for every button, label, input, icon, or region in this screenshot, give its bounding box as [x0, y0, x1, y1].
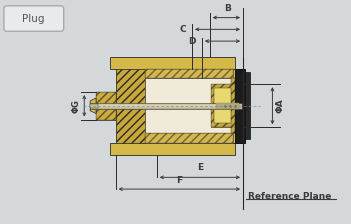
Bar — [90, 103, 242, 109]
Bar — [235, 69, 245, 143]
Bar — [145, 133, 233, 143]
Bar — [92, 104, 237, 108]
Polygon shape — [90, 98, 96, 114]
Text: Reference Plane: Reference Plane — [248, 192, 331, 201]
Text: ΦG: ΦG — [72, 99, 81, 113]
Bar — [110, 57, 235, 69]
Bar — [211, 84, 235, 127]
Text: Plug: Plug — [22, 14, 45, 24]
Text: D: D — [188, 37, 196, 46]
Bar — [231, 96, 243, 116]
Bar — [216, 103, 239, 109]
Bar — [245, 73, 250, 139]
Bar — [145, 69, 233, 78]
Bar — [90, 104, 98, 108]
Text: C: C — [180, 25, 186, 34]
Text: ΦA: ΦA — [276, 98, 284, 113]
Bar — [115, 69, 145, 143]
Text: E: E — [197, 164, 203, 172]
Bar — [145, 69, 233, 78]
Bar — [211, 84, 235, 127]
Bar — [96, 92, 115, 120]
Bar — [214, 88, 231, 123]
Text: B: B — [224, 4, 231, 13]
Bar — [145, 78, 235, 133]
Bar — [145, 133, 233, 143]
Text: F: F — [176, 176, 183, 185]
Bar — [110, 143, 235, 155]
Bar — [96, 92, 115, 120]
Bar — [231, 78, 235, 133]
FancyBboxPatch shape — [4, 6, 64, 31]
Bar — [115, 69, 235, 143]
